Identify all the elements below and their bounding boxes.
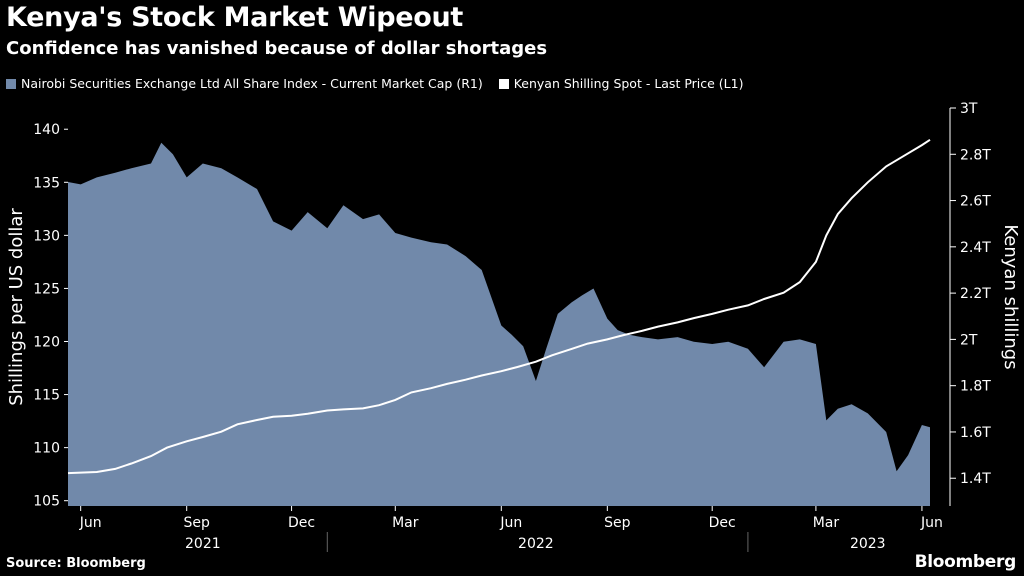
market-cap-area-layer — [68, 142, 930, 506]
chart-subtitle: Confidence has vanished because of dolla… — [6, 38, 548, 59]
x-tick-label: Mar — [813, 515, 840, 531]
left-tick-label: 140 — [33, 122, 60, 138]
right-tick-label: 2T — [960, 332, 978, 348]
left-tick-label: 135 — [33, 175, 60, 191]
source-note: Source: Bloomberg — [6, 556, 146, 571]
right-tick-label: 2.4T — [960, 240, 991, 256]
left-tick-label: 105 — [33, 494, 60, 510]
legend: Nairobi Securities Exchange Ltd All Shar… — [6, 76, 743, 91]
right-tick-label: 1.4T — [960, 471, 991, 487]
x-year-label: 2021 — [185, 536, 221, 552]
legend-swatch-shilling-spot — [498, 78, 509, 89]
x-tick-label: Dec — [709, 515, 736, 531]
right-axis-title: Kenyan shillings — [1000, 224, 1021, 369]
right-tick-label: 2.8T — [960, 147, 991, 163]
left-tick-label: 115 — [33, 388, 60, 404]
x-tick-label: Jun — [920, 515, 943, 531]
x-tick-label: Mar — [392, 515, 419, 531]
right-tick-label: 2.2T — [960, 286, 991, 302]
left-axis-title: Shillings per US dollar — [6, 208, 27, 406]
x-tick-label: Jun — [499, 515, 522, 531]
right-tick-label: 2.6T — [960, 194, 991, 210]
left-tick-label: 120 — [33, 334, 60, 350]
left-tick-label: 130 — [33, 228, 60, 244]
legend-item-shilling-spot: Kenyan Shilling Spot - Last Price (L1) — [498, 76, 744, 91]
market-cap-area — [68, 142, 930, 506]
x-year-label: 2023 — [850, 536, 886, 552]
axes-layer: 105 110 115 120 125 130 135 140 1.4T 1.6T 1.8T 2T 2.… — [6, 101, 1021, 552]
chart-title: Kenya's Stock Market Wipeout — [6, 2, 464, 33]
left-tick-label: 125 — [33, 281, 60, 297]
x-year-label: 2022 — [518, 536, 554, 552]
right-tick-label: 3T — [960, 101, 978, 117]
x-tick-label: Jun — [79, 515, 102, 531]
legend-label-market-cap: Nairobi Securities Exchange Ltd All Shar… — [21, 76, 483, 91]
right-tick-label: 1.6T — [960, 425, 991, 441]
x-tick-label: Sep — [604, 515, 631, 531]
x-tick-label: Sep — [184, 515, 211, 531]
legend-swatch-market-cap — [6, 78, 16, 89]
shilling-line-layer — [67, 138, 931, 475]
legend-label-shilling-spot: Kenyan Shilling Spot - Last Price (L1) — [513, 76, 744, 91]
bloomberg-logo: Bloomberg — [914, 552, 1017, 572]
x-tick-label: Dec — [288, 515, 315, 531]
left-tick-label: 110 — [33, 441, 60, 457]
shilling-spot-line — [67, 138, 931, 475]
right-tick-label: 1.8T — [960, 379, 991, 395]
legend-item-market-cap: Nairobi Securities Exchange Ltd All Shar… — [6, 76, 483, 91]
